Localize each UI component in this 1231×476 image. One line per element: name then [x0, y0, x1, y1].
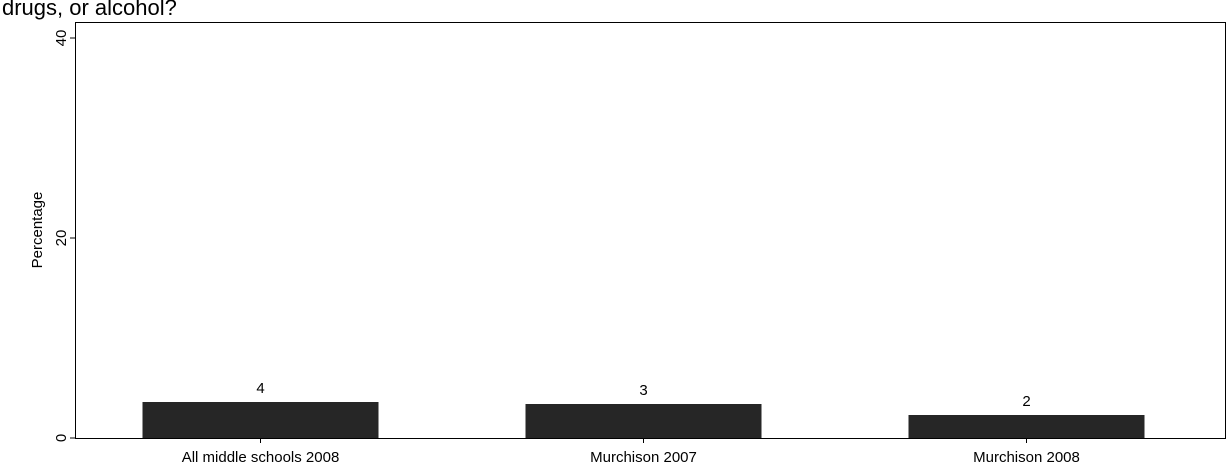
y-tick-label: 20	[53, 230, 70, 247]
x-tick-label: Murchison 2008	[973, 449, 1080, 466]
bar	[142, 402, 379, 438]
bars-layer	[142, 402, 1145, 438]
x-tick-label: All middle schools 2008	[182, 449, 340, 466]
y-tick-label: 40	[53, 30, 70, 47]
y-tick-label: 0	[53, 434, 70, 442]
bar-value-label: 3	[639, 382, 647, 399]
x-axis: All middle schools 2008 Murchison 2007 Mur…	[182, 438, 1080, 466]
plot-frame	[75, 22, 1226, 439]
bar-value-label: 2	[1022, 393, 1030, 410]
y-axis-label: Percentage	[29, 192, 46, 269]
chart-title: drugs, or alcohol?	[2, 0, 177, 20]
data-labels-layer: 4 3 2	[256, 380, 1030, 410]
plot-border	[75, 22, 1226, 439]
y-axis: 0 20 40	[53, 30, 76, 442]
bar-value-label: 4	[256, 380, 264, 397]
x-tick-label: Murchison 2007	[590, 449, 697, 466]
bar	[525, 404, 762, 438]
bar	[908, 415, 1145, 438]
